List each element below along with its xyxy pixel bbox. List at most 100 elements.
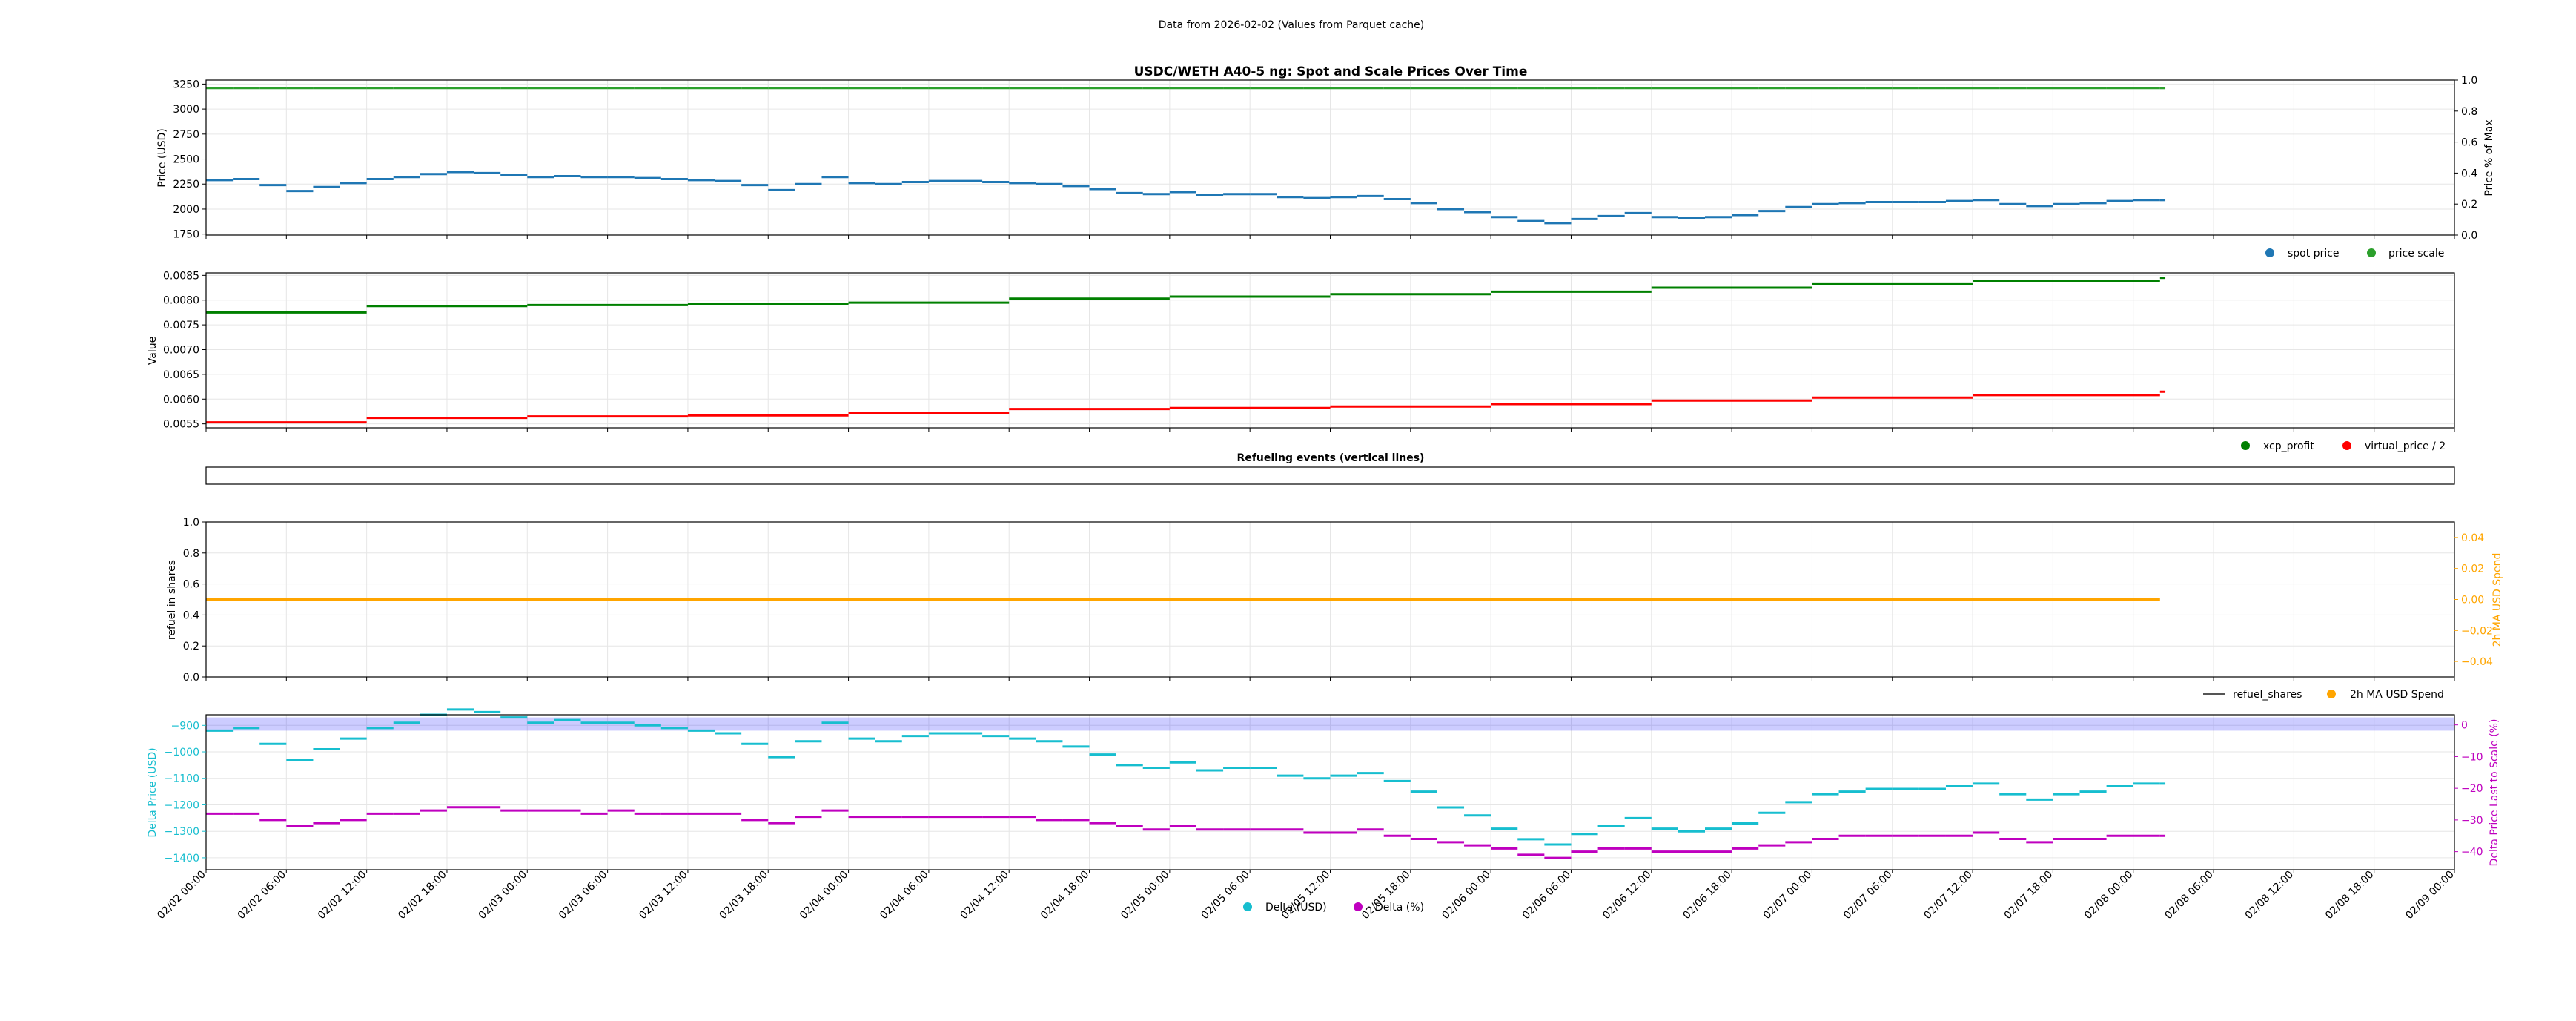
y-tick-label: 0.0060 [163, 394, 199, 406]
x-tick-label: 02/04 00:00 [798, 869, 851, 922]
legend-label-refuel: refuel_shares [2233, 689, 2302, 701]
x-tick-label: 02/05 12:00 [1279, 869, 1333, 922]
panel-values-yticks: 0.0055 0.0060 0.0065 0.0070 0.0075 0.0080 0.00… [163, 270, 206, 431]
x-tick-label: 02/08 06:00 [2162, 869, 2216, 922]
y-tick-label-right: 0.2 [2461, 199, 2477, 211]
y-tick-label: 3000 [173, 104, 199, 116]
panel-refuel-ylabel: refuel in shares [166, 560, 178, 640]
y-tick-label: 0.2 [183, 641, 199, 652]
x-tick-label: 02/03 18:00 [718, 869, 771, 922]
y-tick-label-right: −10 [2461, 751, 2483, 763]
x-tick-label: 02/05 06:00 [1199, 869, 1252, 922]
x-tick-label: 02/07 06:00 [1841, 869, 1895, 922]
panel-delta-marks [206, 708, 2166, 859]
legend-marker-scale [2367, 248, 2376, 257]
y-tick-label: −1400 [165, 853, 199, 865]
y-tick-label-right: −20 [2461, 783, 2483, 795]
panel-delta-legend: Delta (USD) Delta (%) [1243, 902, 1424, 913]
y-tick-label: 2000 [173, 204, 199, 216]
panel-prices-grid [205, 80, 2455, 239]
y-tick-label-right: −0.04 [2461, 656, 2493, 668]
panel-prices-yticks: 1750 2000 2250 2500 2750 3000 3250 [173, 79, 206, 241]
y-tick-label-right: 0.00 [2461, 595, 2484, 607]
panel-refuel-yticks-right: −0.04 −0.02 0.00 0.02 0.04 [2454, 532, 2493, 668]
panel-refuel: 0.0 0.2 0.4 0.6 0.8 1.0 −0.04 −0.02 0.00 0.02 0.0… [166, 517, 2503, 701]
x-tick-label: 02/07 12:00 [1921, 869, 1975, 922]
legend-label-scale: price scale [2388, 248, 2444, 260]
legend-label-xcp: xcp_profit [2263, 440, 2314, 452]
legend-label-spot: spot price [2288, 248, 2340, 260]
panel-refuel-events: Refueling events (vertical lines) [205, 452, 2455, 485]
y-tick-label: 0.0070 [163, 344, 199, 356]
x-tick-label: 02/08 18:00 [2323, 869, 2377, 922]
legend-label-usd-spend: 2h MA USD Spend [2350, 689, 2444, 701]
y-tick-label: 0.0085 [163, 270, 199, 282]
panel-delta: −900 −1000 −1100 −1200 −1300 −1400 0 −10 −20 −30… [147, 708, 2500, 922]
y-tick-label: 1.0 [183, 517, 199, 529]
panel-values-legend: xcp_profit virtual_price / 2 [2241, 440, 2446, 452]
legend-marker-vp [2342, 441, 2351, 450]
panel-values: 0.0055 0.0060 0.0065 0.0070 0.0075 0.0080 0.00… [147, 270, 2455, 452]
x-axis-ticks: 02/02 00:00 02/02 06:00 02/02 12:00 02/02 1… [155, 869, 2457, 922]
legend-label-delta-pct: Delta (%) [1375, 902, 1424, 913]
x-tick-label: 02/05 18:00 [1360, 869, 1413, 922]
panel-prices: USDC/WETH A40-5 ng: Spot and Scale Price… [156, 65, 2495, 260]
y-tick-label: −1000 [165, 747, 199, 759]
x-tick-label: 02/03 12:00 [637, 869, 690, 922]
panel-refuel-yticks: 0.0 0.2 0.4 0.6 0.8 1.0 [183, 517, 206, 684]
y-tick-label-right: 0.04 [2461, 532, 2484, 544]
panel-prices-marks [206, 87, 2166, 225]
y-tick-label-right: 0.4 [2461, 168, 2477, 179]
x-tick-label: 02/02 06:00 [236, 869, 289, 922]
panel-prices-yticks-right: 0.0 0.2 0.4 0.6 0.8 1.0 [2454, 75, 2477, 242]
y-tick-label: 0.4 [183, 609, 199, 621]
panel-delta-band [206, 717, 2454, 731]
x-tick-label: 02/09 00:00 [2403, 869, 2457, 922]
y-tick-label: 0.0055 [163, 419, 199, 431]
x-tick-label: 02/06 18:00 [1681, 869, 1734, 922]
x-tick-label: 02/02 00:00 [155, 869, 208, 922]
panel-delta-yticks-right: 0 −10 −20 −30 −40 [2454, 720, 2483, 859]
x-tick-label: 02/04 18:00 [1039, 869, 1092, 922]
y-tick-label-right: 1.0 [2461, 75, 2477, 87]
y-tick-label: 0.0 [183, 672, 199, 684]
x-tick-label: 02/04 12:00 [958, 869, 1012, 922]
y-tick-label: −1200 [165, 799, 199, 811]
x-tick-label: 02/06 12:00 [1600, 869, 1654, 922]
y-tick-label-right: −0.02 [2461, 625, 2493, 637]
y-tick-label-right: 0 [2461, 720, 2468, 732]
panel-refuel-events-title: Refueling events (vertical lines) [1237, 452, 1425, 464]
legend-label-vp: virtual_price / 2 [2365, 440, 2446, 452]
y-tick-label: 2250 [173, 179, 199, 191]
y-tick-label: 0.0075 [163, 320, 199, 331]
y-tick-label-right: 0.8 [2461, 106, 2477, 118]
panel-refuel-grid [205, 521, 2455, 681]
y-tick-label-right: 0.02 [2461, 564, 2484, 575]
y-tick-label: 0.0080 [163, 295, 199, 307]
panel-refuel-events-frame [205, 466, 2455, 485]
x-tick-label: 02/07 18:00 [2002, 869, 2056, 922]
legend-marker-delta-usd [1243, 902, 1252, 911]
y-tick-label: 0.6 [183, 579, 199, 591]
legend-marker-usd-spend [2327, 690, 2336, 698]
y-tick-label-right: 0.0 [2461, 230, 2477, 242]
panel-refuel-ylabel-right: 2h MA USD Spend [2491, 553, 2503, 647]
y-tick-label: −900 [171, 720, 199, 732]
y-tick-label-right: −40 [2461, 847, 2483, 859]
legend-marker-xcp [2241, 441, 2250, 450]
panel-refuel-legend: refuel_shares 2h MA USD Spend [2203, 689, 2444, 701]
panel-prices-title: USDC/WETH A40-5 ng: Spot and Scale Price… [1134, 65, 1528, 79]
panel-prices-ylabel-right: Price % of Max [2483, 119, 2495, 196]
y-tick-label: −1100 [165, 773, 199, 785]
panel-delta-grid [205, 715, 2455, 873]
y-tick-label: 0.8 [183, 548, 199, 560]
panel-delta-ylabel: Delta Price (USD) [147, 747, 159, 837]
x-tick-label: 02/02 18:00 [396, 869, 449, 922]
panel-values-grid [205, 273, 2455, 432]
panel-values-ylabel: Value [147, 337, 159, 365]
x-tick-label: 02/03 00:00 [477, 869, 530, 922]
x-tick-label: 02/02 12:00 [316, 869, 369, 922]
x-tick-label: 02/04 06:00 [878, 869, 931, 922]
panel-prices-frame [205, 79, 2455, 236]
